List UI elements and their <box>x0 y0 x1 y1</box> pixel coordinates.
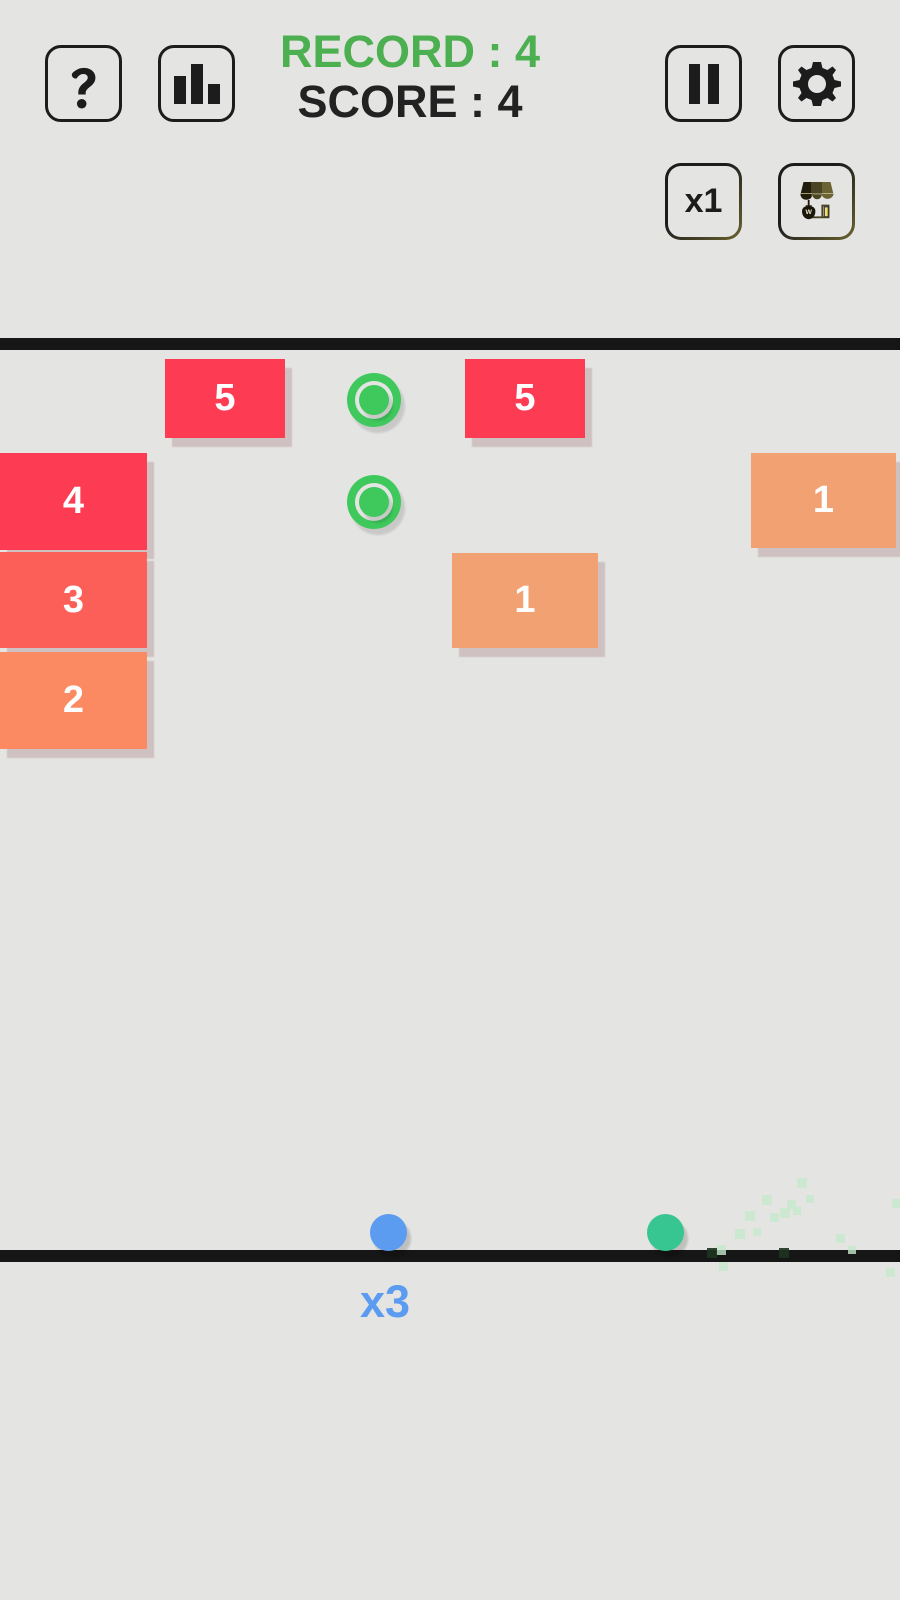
svg-text:W: W <box>805 209 812 216</box>
